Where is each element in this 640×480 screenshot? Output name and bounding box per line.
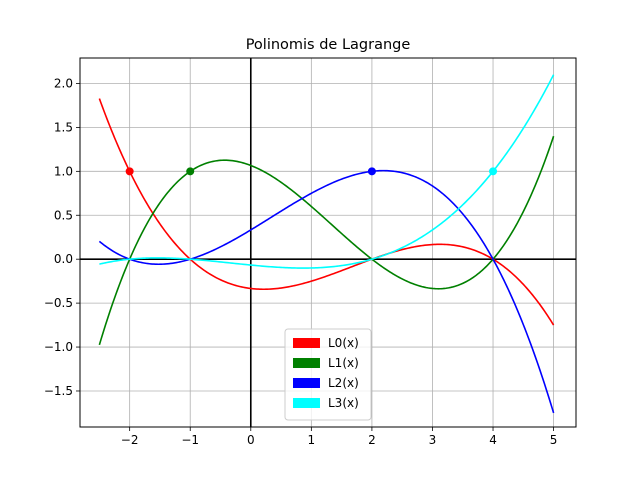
legend-swatch-L0(x) [293,338,320,348]
x-tick-label: 1 [308,433,316,447]
series-line-L2(x) [98,169,555,414]
legend-label-L1(x): L1(x) [328,356,359,370]
legend-swatch-L3(x) [293,398,320,408]
y-tick-label: 2.0 [54,76,73,90]
x-axis-ticks: −2 −1 0 1 2 3 4 5 [121,427,558,447]
y-tick-label: −1.0 [44,340,73,354]
x-tick-label: 3 [429,433,437,447]
y-axis-ticks: −1.5 −1.0 −0.5 0.0 0.5 1.0 1.5 2.0 [44,76,80,398]
node-point-L1(x) [186,167,195,176]
y-tick-label: −1.5 [44,384,73,398]
node-points [125,167,498,176]
x-tick-label: 4 [489,433,497,447]
legend-box [284,328,372,421]
node-point-L3(x) [489,167,498,176]
x-tick-label: −1 [181,433,199,447]
legend-label-L2(x): L2(x) [328,376,359,390]
y-tick-label: 0.5 [54,208,73,222]
y-tick-label: 1.5 [54,120,73,134]
x-tick-label: 5 [550,433,558,447]
x-tick-label: −2 [121,433,139,447]
legend: L0(x) L1(x) L2(x) L3(x) [284,328,372,421]
series-line-L3(x) [99,74,555,269]
chart-title: Polinomis de Lagrange [246,37,411,53]
legend-swatch-L2(x) [293,378,320,388]
y-tick-label: −0.5 [44,296,73,310]
series-layer [98,74,555,414]
plot-frame [79,57,577,428]
legend-label-L3(x): L3(x) [328,396,359,410]
node-point-L2(x) [367,167,376,176]
x-tick-label: 0 [247,433,255,447]
y-tick-label: 1.0 [54,164,73,178]
series-line-L1(x) [98,135,555,346]
series-line-L0(x) [98,98,555,326]
legend-swatch-L1(x) [293,358,320,368]
y-tick-label: 0.0 [54,252,73,266]
legend-label-L0(x): L0(x) [328,336,359,350]
x-tick-label: 2 [368,433,376,447]
node-point-L0(x) [125,167,134,176]
